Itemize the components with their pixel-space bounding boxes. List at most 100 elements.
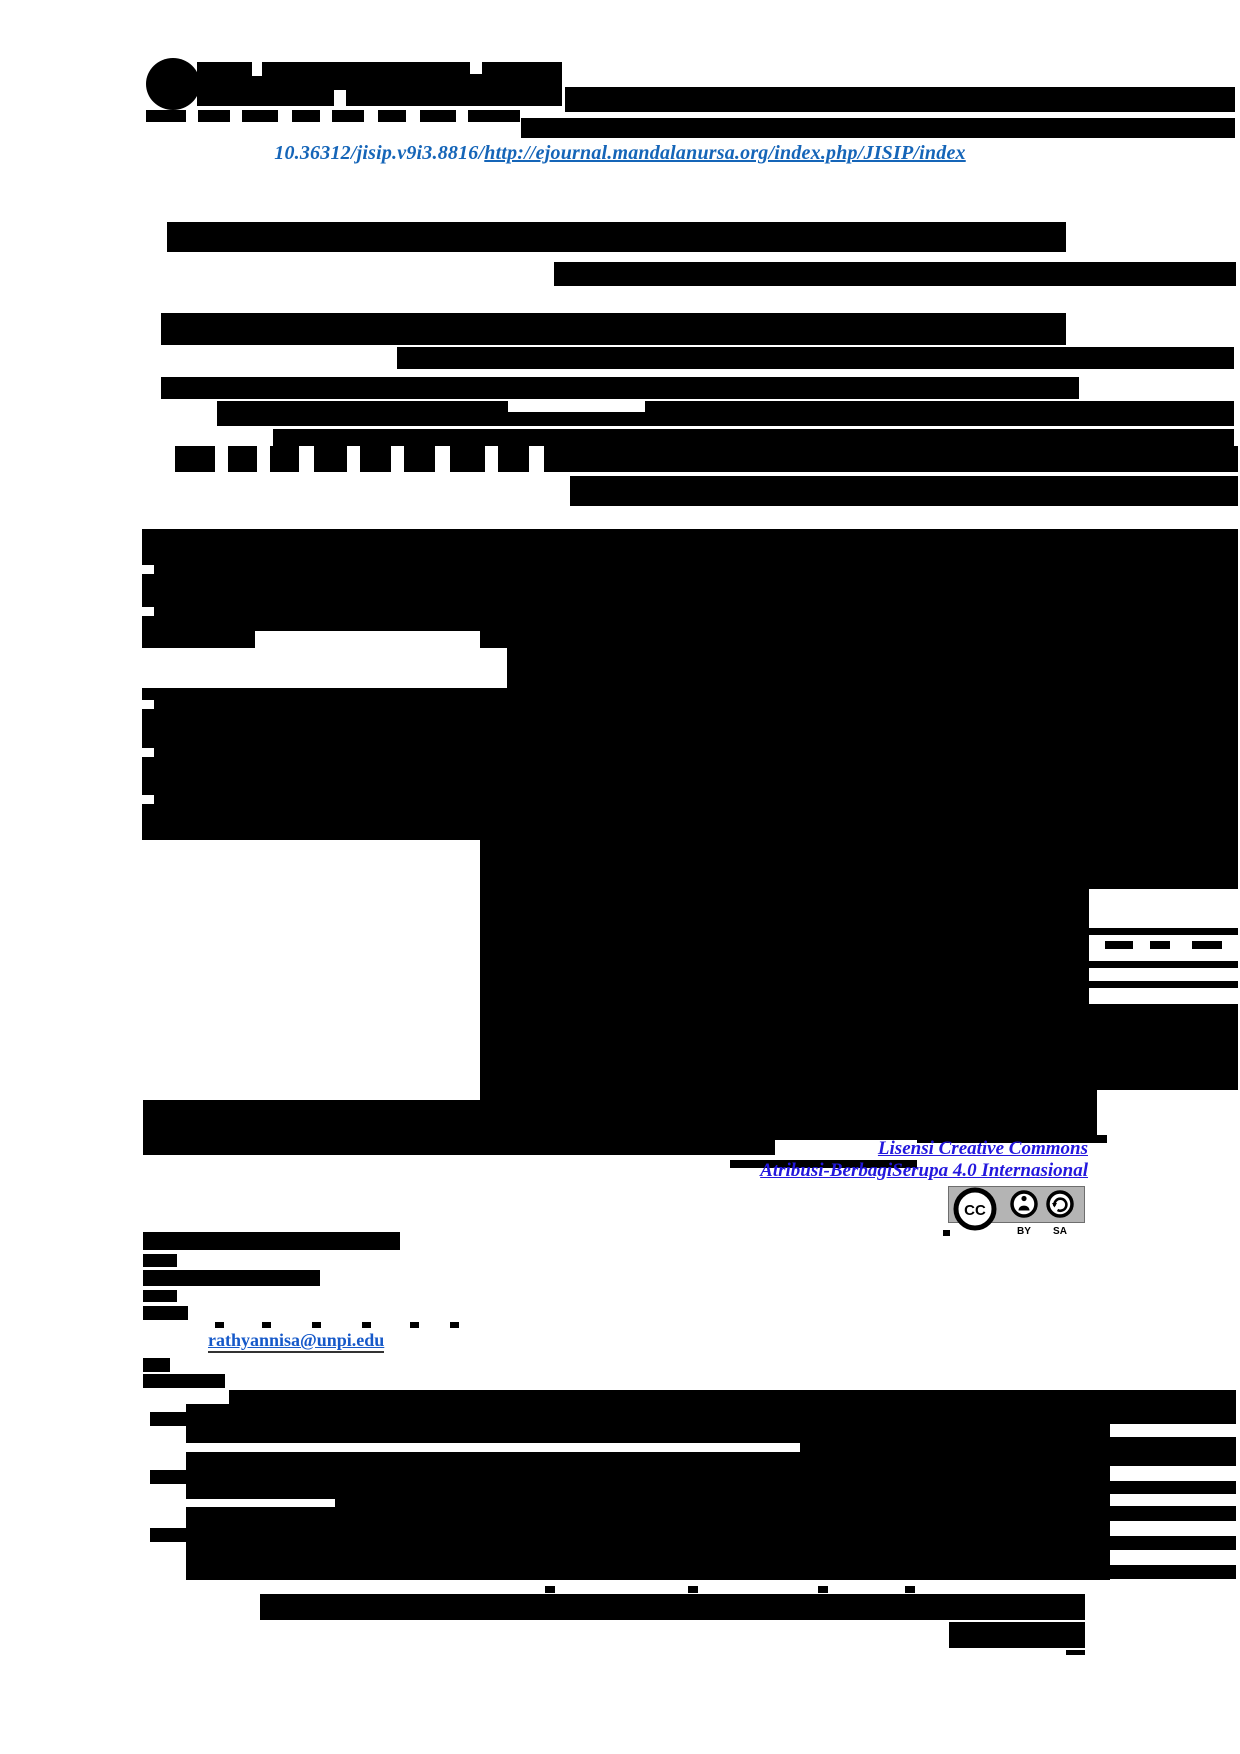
logo-underline-dash [198, 110, 230, 122]
cc-by-sa-badge[interactable]: CC BY SA [948, 1186, 1085, 1236]
info-row-gap [257, 446, 270, 472]
abstract-edge-gap [142, 795, 154, 804]
license-remnant [943, 1230, 950, 1236]
email-row-tick [410, 1322, 419, 1328]
cc-badge-cc-label: CC [964, 1202, 986, 1219]
journal-logo-mark [146, 58, 200, 110]
logo-gap [252, 62, 262, 76]
footer-tick [545, 1586, 555, 1593]
intro-margin-bar [1110, 1390, 1236, 1424]
journal-url-link[interactable]: http://ejournal.mandalanursa.org/index.p… [484, 142, 966, 164]
logo-underline-dash [292, 110, 320, 122]
section-heading-stub [143, 1358, 170, 1372]
corresponding-author-row [143, 1232, 400, 1250]
abstract-edge-gap [142, 607, 154, 616]
article-title-line-2 [554, 262, 1236, 286]
logo-gap [334, 90, 346, 106]
article-info-row [570, 476, 1238, 506]
affiliation-line [273, 429, 1234, 448]
abstract-block [480, 1004, 1238, 1090]
author-line [397, 347, 1234, 369]
footer-right-rule [1066, 1650, 1085, 1655]
affiliation-line [217, 401, 1234, 426]
intro-line-gap [186, 1443, 800, 1452]
email-row-tick [312, 1322, 321, 1328]
intro-left-stub [150, 1470, 186, 1484]
abstract-block [480, 981, 1238, 988]
attribution-person-icon [1010, 1190, 1038, 1218]
info-row-gap [347, 446, 360, 472]
logo-underline-dash [146, 110, 186, 122]
intro-margin-bar [1110, 1437, 1236, 1466]
intro-margin-bar [1110, 1481, 1236, 1494]
email-link[interactable]: rathyannisa@unpi.edu [208, 1330, 385, 1353]
corresponding-author-row [143, 1270, 320, 1286]
affiliation-gap [508, 401, 645, 412]
abstract-block [480, 961, 1238, 968]
corresponding-author-row [143, 1254, 177, 1267]
footer-right-bar [949, 1622, 1085, 1648]
info-row-gap [215, 446, 228, 472]
abstract-edge-gap [142, 700, 154, 709]
intro-line-gap [186, 1499, 335, 1507]
footer-caption-bar [260, 1594, 1085, 1620]
logo-underline-dash [420, 110, 456, 122]
doi-text[interactable]: 10.36312/jisip.v9i3.8816/ [274, 142, 485, 164]
section-heading-stub [143, 1374, 225, 1388]
info-row-gap [435, 446, 450, 472]
logo-underline-dash [332, 110, 364, 122]
intro-margin-bar [1110, 1506, 1236, 1521]
footer-tick [688, 1586, 698, 1593]
header-rule-bottom [521, 118, 1235, 138]
email-row-tick [450, 1322, 459, 1328]
license-link-line-2[interactable]: Atribusi-BerbagiSerupa 4.0 Internasional [760, 1160, 1088, 1181]
corresponding-author-row [143, 1306, 188, 1320]
article-info-row [175, 446, 1238, 472]
abstract-edge-gap [142, 748, 154, 757]
email-row-tick [362, 1322, 371, 1328]
abstract-block [480, 1090, 1097, 1140]
abstract-block [480, 928, 1238, 935]
info-row-gap [391, 446, 404, 472]
corresponding-author-row [143, 1290, 177, 1302]
logo-underline-dash [378, 110, 406, 122]
footer-tick [818, 1586, 828, 1593]
license-remnant [730, 1160, 917, 1168]
intro-paragraph-block [186, 1404, 1110, 1580]
cc-badge-sa-label: SA [1053, 1226, 1067, 1236]
cc-icon: CC [953, 1187, 997, 1231]
header-rule-top [565, 87, 1235, 112]
abstract-block [480, 935, 1089, 961]
abstract-block [480, 840, 1238, 889]
info-row-gap [485, 446, 498, 472]
abstract-edge-gap [142, 565, 154, 574]
logo-gap [470, 62, 482, 74]
license-link-line-1[interactable]: Lisensi Creative Commons [877, 1138, 1088, 1159]
email-row-tick [262, 1322, 271, 1328]
doi-line: 10.36312/jisip.v9i3.8816/http://ejournal… [0, 142, 1240, 165]
footer-tick [905, 1586, 915, 1593]
intro-left-stub [150, 1412, 186, 1426]
abstract-gap [142, 648, 507, 688]
article-title-line-1 [167, 222, 1066, 252]
logo-underline-dash [242, 110, 278, 122]
intro-paragraph-block [229, 1390, 1110, 1404]
abstract-dash [1150, 941, 1170, 949]
info-row-gap [529, 446, 544, 472]
abstract-block [480, 988, 1089, 1004]
intro-left-stub [150, 1528, 186, 1542]
abstract-block [143, 1100, 480, 1122]
abstract-dash [1105, 941, 1133, 949]
share-alike-icon [1046, 1190, 1074, 1218]
abstract-block [480, 968, 1089, 981]
email-row-tick [215, 1322, 224, 1328]
abstract-block [480, 889, 1089, 928]
intro-margin-bar [1110, 1565, 1236, 1579]
affiliation-line [161, 377, 1079, 399]
cc-badge-by-label: BY [1017, 1226, 1031, 1236]
logo-underline-dash [468, 110, 520, 122]
abstract-dash [1192, 941, 1222, 949]
intro-margin-bar [1110, 1536, 1236, 1550]
author-line [161, 313, 1066, 345]
